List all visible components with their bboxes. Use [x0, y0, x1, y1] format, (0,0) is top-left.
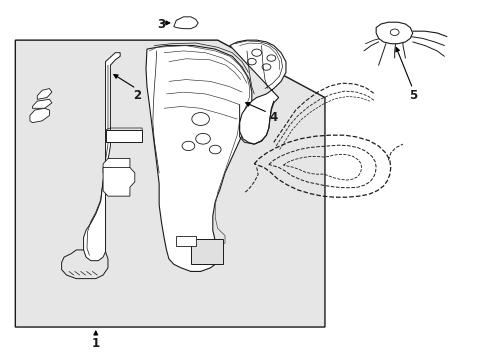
Polygon shape	[37, 89, 52, 99]
Polygon shape	[178, 243, 190, 262]
Polygon shape	[83, 53, 120, 261]
Polygon shape	[30, 108, 49, 123]
Polygon shape	[229, 40, 285, 144]
Polygon shape	[173, 17, 198, 29]
Polygon shape	[32, 99, 52, 108]
Bar	[105, 130, 142, 142]
Polygon shape	[146, 45, 251, 271]
Polygon shape	[375, 22, 412, 44]
Text: 2: 2	[133, 89, 141, 102]
Polygon shape	[103, 167, 135, 196]
Text: 4: 4	[269, 111, 277, 124]
Polygon shape	[103, 158, 130, 173]
Text: 1: 1	[92, 337, 100, 350]
Text: 3: 3	[157, 18, 165, 31]
Bar	[176, 235, 195, 246]
Polygon shape	[15, 40, 325, 327]
Bar	[190, 239, 222, 264]
Text: 5: 5	[408, 89, 416, 102]
